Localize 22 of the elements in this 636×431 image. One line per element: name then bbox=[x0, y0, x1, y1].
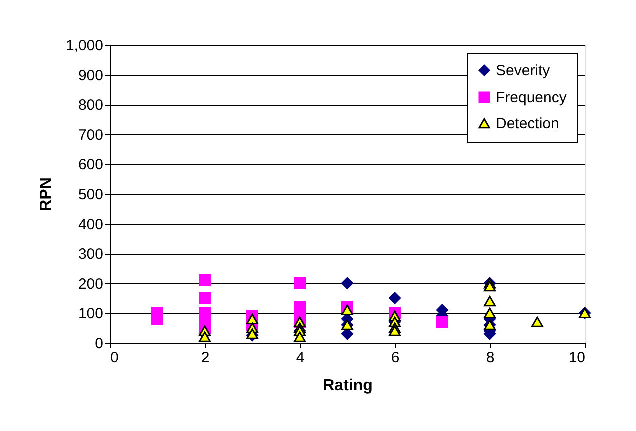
x-tick-label: 0 bbox=[110, 350, 119, 366]
x-tick-label: 8 bbox=[486, 350, 495, 366]
y-tick-label: 0 bbox=[95, 336, 104, 352]
x-tick-label: 4 bbox=[296, 350, 305, 366]
y-tick-label: 800 bbox=[78, 97, 104, 114]
legend-label: Frequency bbox=[496, 90, 568, 106]
y-tick-label: 900 bbox=[78, 67, 104, 84]
y-tick-label: 200 bbox=[78, 276, 104, 293]
y-tick-label: 600 bbox=[78, 156, 104, 174]
y-tick-label: 500 bbox=[78, 186, 104, 204]
y-tick-label: 1,000 bbox=[66, 38, 104, 54]
x-tick-label: 6 bbox=[391, 350, 400, 366]
x-axis-title: Rating bbox=[323, 378, 373, 394]
legend-label: Detection bbox=[496, 116, 560, 132]
y-tick-label: 100 bbox=[78, 306, 104, 323]
x-tick-label: 10 bbox=[568, 350, 586, 366]
y-tick-label: 400 bbox=[78, 216, 104, 234]
x-tick-label: 2 bbox=[201, 350, 210, 366]
legend-label: Severity bbox=[496, 62, 551, 80]
y-tick-label: 300 bbox=[78, 246, 104, 264]
y-axis-title: RPN bbox=[38, 178, 55, 212]
y-tick-label: 700 bbox=[78, 126, 104, 144]
